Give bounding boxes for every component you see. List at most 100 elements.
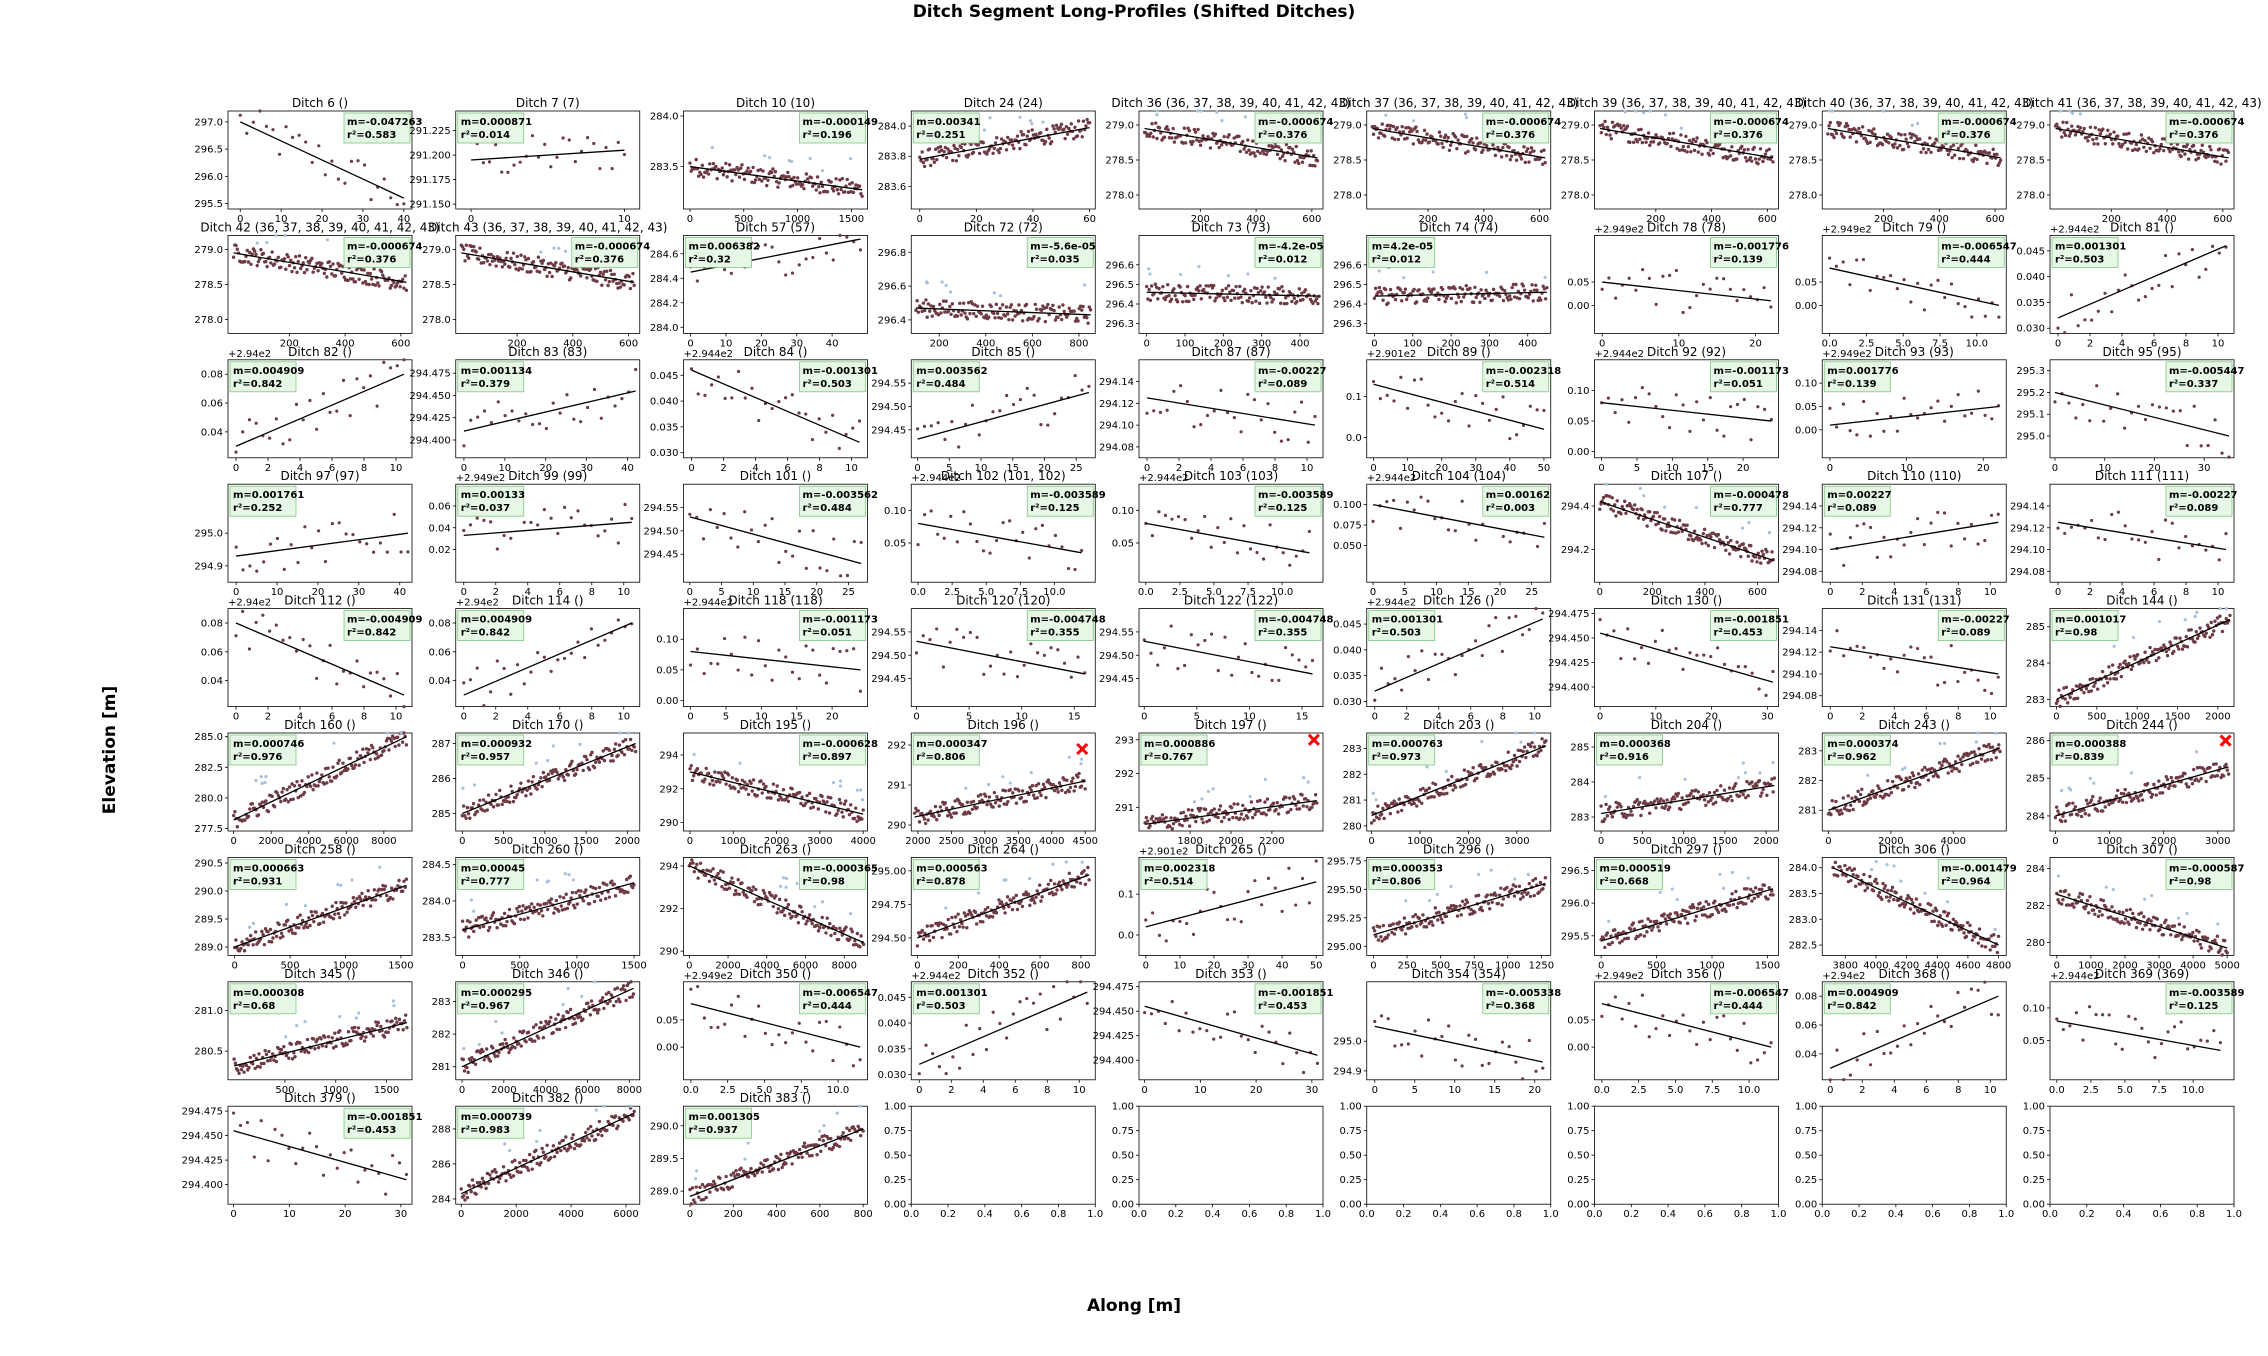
data-point [556, 658, 560, 662]
data-point [1715, 276, 1719, 280]
data-point [301, 637, 305, 642]
data-point [509, 692, 513, 696]
data-point [2212, 629, 2216, 633]
data-point [601, 272, 605, 277]
data-point [730, 179, 734, 183]
data-point [2206, 154, 2211, 158]
data-point [556, 777, 561, 781]
data-point [1396, 810, 1400, 814]
x-tick-label: 400 [1702, 214, 1721, 225]
data-point [1634, 288, 1638, 292]
data-point [834, 177, 838, 181]
data-point [362, 685, 366, 689]
data-point [689, 367, 694, 371]
y-tick-label: 277.5 [194, 824, 223, 835]
data-point [1376, 136, 1381, 140]
data-point [1742, 148, 1747, 152]
data-point [1201, 820, 1205, 825]
data-point [605, 269, 609, 273]
data-point [1063, 136, 1067, 141]
stats-r2: r²=0.976 [233, 752, 282, 763]
x-tick-label: 100 [1175, 338, 1194, 349]
data-point [1052, 127, 1056, 131]
data-point [279, 799, 283, 804]
data-point [581, 768, 585, 773]
data-point [1240, 300, 1244, 305]
data-point [2178, 636, 2182, 640]
data-point [231, 255, 236, 259]
data-point [749, 528, 754, 532]
data-point [2184, 145, 2188, 149]
data-point [1183, 294, 1187, 298]
data-point [1860, 125, 1865, 129]
data-point [308, 644, 312, 648]
data-point [954, 159, 959, 163]
stats-r2: r²=0.453 [1714, 628, 1763, 639]
data-point [592, 765, 597, 770]
data-point [917, 820, 922, 824]
y-tick-label: 287 [432, 739, 451, 750]
data-point [1604, 802, 1608, 807]
data-point [549, 165, 553, 169]
data-point [379, 269, 384, 274]
data-point [1183, 141, 1188, 145]
data-point [1278, 156, 1282, 161]
data-point [1643, 136, 1647, 140]
outlier-point [790, 159, 794, 164]
data-point [1510, 285, 1514, 290]
data-point [272, 805, 277, 809]
stats-r2: r²=0.089 [2169, 503, 2218, 514]
data-point [1229, 298, 1233, 303]
data-point [1196, 529, 1200, 533]
data-point [1478, 141, 1483, 145]
data-point [1985, 161, 1989, 166]
data-point [1432, 287, 1436, 291]
data-point [1144, 815, 1149, 820]
x-tick-label: 8 [589, 587, 595, 598]
data-point [1377, 285, 1382, 290]
data-point [943, 145, 948, 150]
data-point [777, 181, 781, 185]
data-point [1929, 150, 1933, 154]
data-point [617, 743, 622, 747]
data-point [1241, 803, 1245, 808]
outlier-point [738, 761, 742, 765]
data-point [970, 301, 975, 306]
data-point [790, 393, 794, 397]
data-point [586, 136, 590, 140]
data-point [268, 629, 272, 633]
data-point [2220, 629, 2225, 634]
data-point [554, 261, 558, 265]
data-point [504, 256, 508, 260]
data-point [1625, 124, 1630, 128]
data-point [1501, 534, 1505, 539]
data-point [500, 170, 504, 174]
fit-line [1601, 402, 1772, 422]
data-point [1460, 499, 1464, 503]
data-point [845, 235, 849, 239]
data-point [1635, 139, 1640, 144]
data-point [1532, 149, 1536, 153]
data-point [931, 157, 935, 161]
data-point [261, 613, 265, 617]
y-tick-label: 278.0 [194, 315, 223, 326]
data-point [1507, 616, 1511, 620]
data-point [1412, 801, 1416, 806]
x-tick-label: 2 [265, 712, 271, 723]
data-point [599, 416, 603, 420]
data-point [394, 284, 399, 288]
data-point [804, 172, 809, 176]
data-point [1370, 125, 1375, 129]
data-point [1297, 161, 1301, 166]
y-tick-label: 294.08 [1782, 691, 1817, 702]
data-point [468, 523, 473, 527]
data-point [824, 681, 829, 685]
data-point [1918, 137, 1922, 141]
data-point [1456, 138, 1460, 142]
data-point [1067, 789, 1071, 794]
stats-box [343, 112, 411, 144]
data-point [519, 253, 523, 257]
data-point [2152, 151, 2156, 155]
data-point [1478, 300, 1482, 304]
y-offset-label: +2.944e2 [1595, 349, 1645, 360]
